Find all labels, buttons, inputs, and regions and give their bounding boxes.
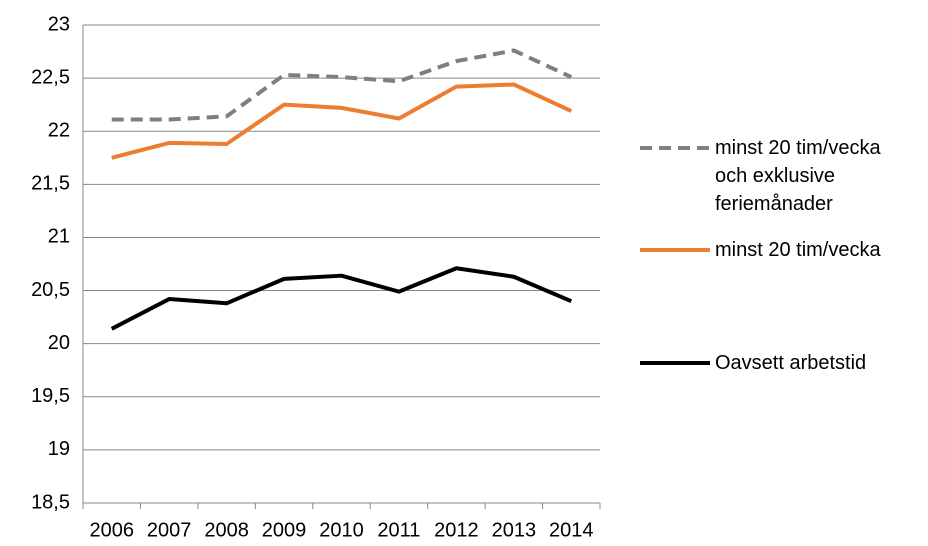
y-tick-label: 23 (48, 13, 70, 35)
x-tick-label: 2006 (89, 519, 134, 541)
legend-label: Oavsett arbetstid (715, 352, 867, 374)
y-tick-label: 21 (48, 226, 70, 248)
x-tick-label: 2012 (434, 519, 479, 541)
x-tick-label: 2014 (549, 519, 594, 541)
x-tick-label: 2010 (319, 519, 364, 541)
legend-label: minst 20 tim/vecka (715, 239, 881, 261)
legend-item: minst 20 tim/vecka och exklusive feriemå… (640, 134, 915, 218)
legend-item: minst 20 tim/vecka (640, 236, 915, 264)
x-tick-label: 2011 (377, 519, 420, 541)
series-line (110, 266, 573, 331)
x-tick-label: 2008 (204, 519, 249, 541)
y-tick-label: 22,5 (31, 66, 70, 88)
series-line (111, 48, 573, 122)
legend-swatch (640, 146, 710, 150)
legend-swatch (640, 361, 710, 365)
legend-item: Oavsett arbetstid (640, 349, 915, 377)
y-tick-label: 19,5 (31, 385, 70, 407)
y-tick-label: 18,5 (31, 491, 70, 513)
y-tick-label: 20,5 (31, 279, 70, 301)
y-tick-label: 20 (48, 332, 70, 354)
x-tick-label: 2013 (492, 519, 537, 541)
x-tick-label: 2009 (262, 519, 307, 541)
legend-swatch (640, 248, 710, 252)
y-tick-label: 22 (48, 120, 70, 142)
series-line (111, 82, 573, 160)
y-tick-label: 21,5 (31, 173, 70, 195)
y-tick-label: 19 (48, 438, 70, 460)
legend-label: minst 20 tim/vecka och exklusive feriemå… (715, 137, 881, 215)
x-tick-label: 2007 (147, 519, 192, 541)
